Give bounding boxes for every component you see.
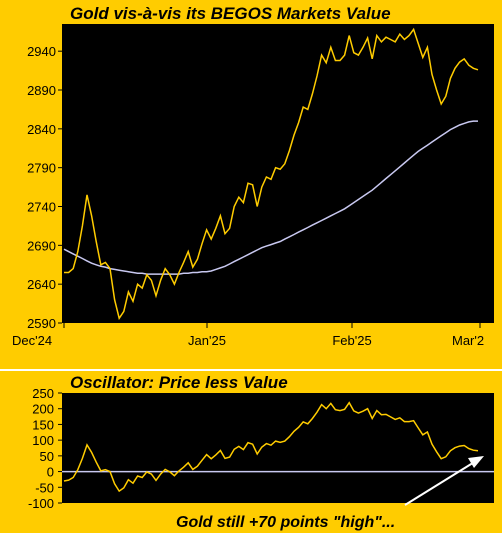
price-series-line xyxy=(64,27,479,321)
price-points xyxy=(63,29,479,319)
price-x-axis: Dec'24 Jan'25 Feb'25 Mar'2 xyxy=(12,323,484,348)
oscillator-plot-area xyxy=(62,393,494,503)
oscillator-y-tick-label: 150 xyxy=(32,417,54,432)
oscillator-y-tick-label: 50 xyxy=(40,449,54,464)
price-y-tick-label: 2840 xyxy=(27,122,56,137)
price-y-tick-label: 2590 xyxy=(27,316,56,331)
price-y-tick-label: 2740 xyxy=(27,200,56,215)
oscillator-y-tick-label: 200 xyxy=(32,402,54,417)
oscillator-y-tick-label: -100 xyxy=(28,496,54,511)
price-y-tick-label: 2890 xyxy=(27,83,56,98)
value-series-line xyxy=(63,120,478,275)
oscillator-annotation: Gold still +70 points "high"... xyxy=(176,514,395,531)
price-x-tick-label: Mar'2 xyxy=(452,333,484,348)
price-x-tick-label: Feb'25 xyxy=(332,333,371,348)
oscillator-y-tick-label: 100 xyxy=(32,433,54,448)
price-y-tick-label: 2790 xyxy=(27,161,56,176)
oscillator-chart-title: Oscillator: Price less Value xyxy=(70,373,288,392)
price-y-tick-label: 2690 xyxy=(27,238,56,253)
oscillator-y-tick-label: 0 xyxy=(47,465,54,480)
annotation-arrow-head xyxy=(468,456,484,468)
oscillator-y-tick-label: 250 xyxy=(32,386,54,401)
value-points xyxy=(63,121,479,275)
price-chart-title: Gold vis-à-vis its BEGOS Markets Value xyxy=(70,4,391,23)
price-y-tick-label: 2940 xyxy=(27,44,56,59)
price-x-tick-label: Jan'25 xyxy=(188,333,226,348)
price-plot-area xyxy=(62,24,494,323)
price-y-tick-label: 2640 xyxy=(27,277,56,292)
price-y-axis: 2590 2640 2690 2740 2790 2840 2890 2940 xyxy=(27,44,62,331)
price-x-tick-label: Dec'24 xyxy=(12,333,52,348)
oscillator-y-tick-label: -50 xyxy=(35,480,54,495)
osc-points xyxy=(63,402,479,492)
annotation-arrow xyxy=(404,460,477,506)
